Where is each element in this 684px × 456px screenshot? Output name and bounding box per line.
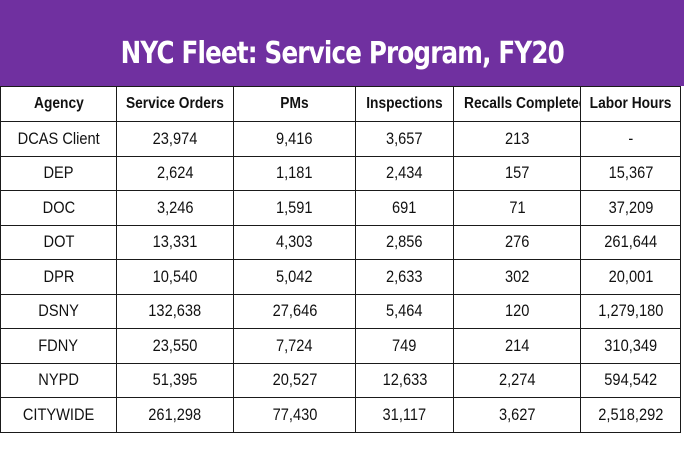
agency-cell: CITYWIDE [0,397,117,433]
column-header-inspections: Inspections [355,86,454,122]
service-orders-cell: 3,246 [116,190,234,226]
labor-hours-cell: 15,367 [580,155,681,191]
recalls-completed-cell: 120 [453,293,581,329]
agency-cell: DSNY [0,293,117,329]
recalls-completed-cell: 213 [453,121,581,157]
table-row: NYPD 51,395 20,527 12,633 2,274 594,542 [0,362,681,398]
labor-hours-cell: 2,518,292 [580,397,681,433]
inspections-cell: 5,464 [355,293,454,329]
service-orders-cell: 2,624 [116,155,234,191]
inspections-cell: 31,117 [355,397,454,433]
header-row: Agency Service Orders PMs Inspections Re… [0,86,681,122]
table-row: DEP 2,624 1,181 2,434 157 15,367 [0,155,681,191]
service-orders-cell: 10,540 [116,259,234,295]
pms-cell: 4,303 [233,224,356,260]
service-orders-cell: 23,974 [116,121,234,157]
pms-cell: 77,430 [233,397,356,433]
table-row: DOC 3,246 1,591 691 71 37,209 [0,190,681,226]
labor-hours-cell: 310,349 [580,328,681,364]
recalls-completed-cell: 71 [453,190,581,226]
agency-cell: DEP [0,155,117,191]
service-orders-cell: 13,331 [116,224,234,260]
column-header-agency: Agency [0,86,117,122]
service-program-table: Agency Service Orders PMs Inspections Re… [0,86,681,433]
table-row: CITYWIDE 261,298 77,430 31,117 3,627 2,518,29… [0,397,681,433]
labor-hours-cell: 594,542 [580,362,681,398]
service-orders-cell: 23,550 [116,328,234,364]
table-body: DCAS Client 23,974 9,416 3,657 213- DEP 2,624 1… [0,121,681,433]
pms-cell: 27,646 [233,293,356,329]
table-row: DSNY 132,638 27,646 5,464 120 1,279,180 [0,293,681,329]
pms-cell: 20,527 [233,362,356,398]
recalls-completed-cell: 276 [453,224,581,260]
table-row: FDNY 23,550 7,724 749 214 310,349 [0,328,681,364]
table-row: DOT 13,331 4,303 2,856 276 261,644 [0,224,681,260]
inspections-cell: 749 [355,328,454,364]
inspections-cell: 2,633 [355,259,454,295]
table-row: DPR 10,540 5,042 2,633 302 20,001 [0,259,681,295]
service-orders-cell: 261,298 [116,397,234,433]
pms-cell: 1,181 [233,155,356,191]
labor-hours-cell: 1,279,180 [580,293,681,329]
agency-cell: DOT [0,224,117,260]
pms-cell: 7,724 [233,328,356,364]
pms-cell: 1,591 [233,190,356,226]
column-header-pms: PMs [233,86,356,122]
inspections-cell: 12,633 [355,362,454,398]
agency-cell: DPR [0,259,117,295]
recalls-completed-cell: 214 [453,328,581,364]
labor-hours-cell: 20,001 [580,259,681,295]
column-header-service-orders: Service Orders [116,86,234,122]
inspections-cell: 2,856 [355,224,454,260]
column-header-labor-hours: Labor Hours [580,86,681,122]
title-banner: NYC Fleet: Service Program, FY20 [0,0,684,86]
table-row: DCAS Client 23,974 9,416 3,657 213- [0,121,681,157]
labor-hours-cell: 37,209 [580,190,681,226]
labor-hours-cell: 261,644 [580,224,681,260]
page-title: NYC Fleet: Service Program, FY20 [120,35,564,71]
recalls-completed-cell: 3,627 [453,397,581,433]
pms-cell: 9,416 [233,121,356,157]
recalls-completed-cell: 302 [453,259,581,295]
labor-hours-cell: - [580,121,681,157]
column-header-recalls-completed: Recalls Completed [453,86,581,122]
service-orders-cell: 51,395 [116,362,234,398]
inspections-cell: 691 [355,190,454,226]
agency-cell: DOC [0,190,117,226]
recalls-completed-cell: 2,274 [453,362,581,398]
recalls-completed-cell: 157 [453,155,581,191]
pms-cell: 5,042 [233,259,356,295]
inspections-cell: 3,657 [355,121,454,157]
inspections-cell: 2,434 [355,155,454,191]
agency-cell: FDNY [0,328,117,364]
agency-cell: NYPD [0,362,117,398]
service-orders-cell: 132,638 [116,293,234,329]
agency-cell: DCAS Client [0,121,117,157]
